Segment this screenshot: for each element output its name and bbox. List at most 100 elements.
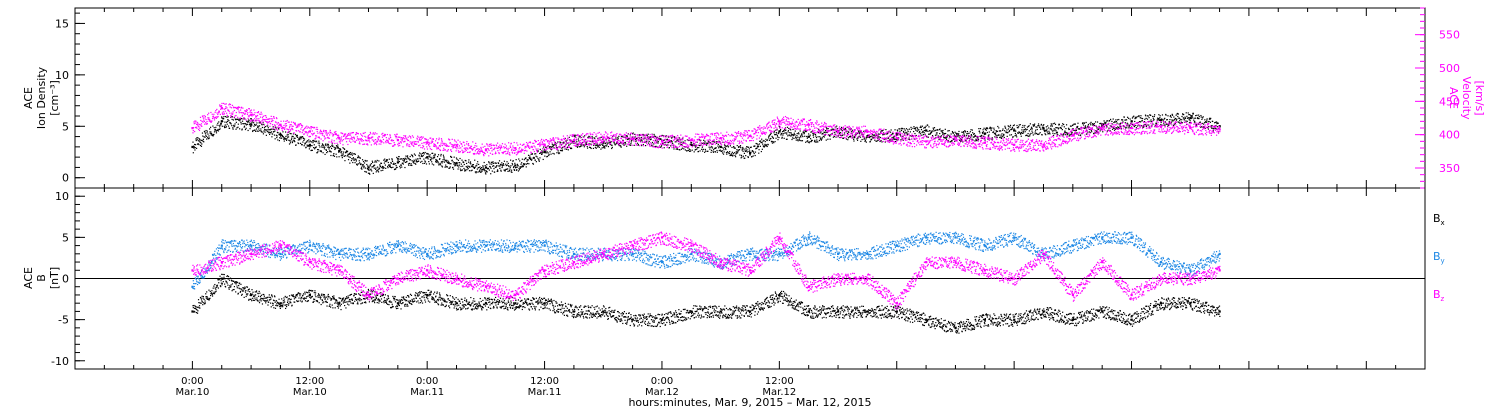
ion-density-series-sample — [1012, 124, 1015, 127]
velocity-series-sample — [457, 139, 459, 141]
ion-density-series-sample — [1163, 122, 1165, 124]
ion-density-series-sample — [1035, 126, 1037, 128]
velocity-series-sample — [630, 132, 632, 134]
ion-density-series-sample — [787, 131, 789, 133]
velocity-series-sample — [502, 152, 504, 155]
ion-density-series-sample — [812, 132, 814, 135]
velocity-series-sample — [435, 140, 437, 142]
ion-density-series-sample — [1212, 130, 1214, 132]
ion-density-series-sample — [435, 161, 438, 163]
ion-density-series-sample — [1119, 127, 1121, 129]
ion-density-series-sample — [300, 144, 303, 146]
ion-density-series-sample — [1038, 133, 1040, 135]
ion-density-series-sample — [918, 129, 920, 131]
ion-density-series-sample — [810, 131, 812, 133]
ion-density-series-sample — [630, 144, 632, 146]
ion-density-series-sample — [241, 120, 244, 122]
ion-density-series-sample — [337, 146, 339, 148]
velocity-series-sample — [589, 134, 592, 136]
velocity-series-sample — [576, 135, 578, 137]
ion-density-series-sample — [974, 135, 976, 137]
ion-density-series-sample — [333, 152, 335, 155]
ion-density-series-sample — [474, 171, 476, 173]
ion-density-series-sample — [678, 143, 680, 145]
ion-density-series-sample — [879, 136, 881, 139]
ion-density-series-sample — [1171, 119, 1173, 121]
velocity-series-sample — [205, 118, 207, 121]
velocity-series-sample — [294, 122, 296, 124]
ion-density-series-sample — [1094, 124, 1096, 127]
velocity-series-sample — [400, 141, 402, 143]
ion-density-series-sample — [292, 133, 295, 135]
ion-density-series-sample — [199, 144, 202, 147]
ion-density-series-sample — [390, 162, 392, 164]
velocity-series-sample — [619, 140, 621, 142]
ion-density-series-sample — [769, 138, 771, 140]
ion-density-series-sample — [580, 136, 582, 139]
ion-density-series-sample — [413, 159, 415, 161]
ion-density-series-sample — [863, 138, 865, 140]
ion-density-series-sample — [306, 141, 308, 143]
velocity-series-sample — [192, 129, 194, 132]
ion-density-series-sample — [614, 144, 616, 146]
ion-density-series-sample — [761, 148, 763, 150]
ion-density-series-sample — [1031, 128, 1033, 130]
top-right-y-tick-label: 350 — [1439, 162, 1460, 175]
velocity-series-sample — [288, 121, 290, 123]
ion-density-series-sample — [372, 172, 374, 175]
ion-density-series-sample — [330, 151, 332, 153]
velocity-series-sample — [432, 138, 434, 140]
ion-density-series-sample — [448, 161, 450, 163]
ion-density-series-sample — [866, 135, 868, 137]
ion-density-series-sample — [1134, 117, 1136, 120]
velocity-series-point — [484, 148, 488, 151]
ion-density-series-sample — [758, 152, 760, 154]
velocity-series-sample — [465, 147, 467, 149]
ion-density-series-sample — [1031, 130, 1033, 132]
velocity-series-sample — [535, 140, 537, 143]
ion-density-series-sample — [194, 147, 196, 149]
ion-density-series-sample — [739, 146, 741, 148]
velocity-series-sample — [453, 146, 455, 148]
velocity-series-sample — [653, 137, 656, 139]
ion-density-series-point — [367, 166, 370, 169]
ion-density-series-sample — [244, 118, 246, 120]
ion-density-series-sample — [782, 134, 784, 136]
ion-density-series-sample — [268, 131, 270, 133]
ion-density-series-sample — [397, 158, 400, 160]
ion-density-series-sample — [1004, 130, 1006, 132]
ion-density-series-sample — [550, 148, 552, 150]
ion-density-series-sample — [790, 133, 792, 135]
ion-density-series-sample — [888, 139, 891, 141]
ion-density-series-sample — [1099, 122, 1101, 125]
ion-density-series-sample — [907, 129, 909, 131]
ion-density-series-sample — [825, 127, 828, 129]
velocity-series-sample — [662, 144, 664, 146]
ion-density-series-sample — [492, 165, 494, 167]
velocity-series-sample — [389, 142, 391, 145]
ion-density-series-sample — [1065, 131, 1067, 133]
velocity-series-sample — [565, 147, 567, 149]
velocity-series-sample — [586, 143, 589, 145]
ion-density-series-sample — [376, 169, 378, 172]
ion-density-series-sample — [1023, 129, 1026, 131]
ion-density-series-sample — [1212, 127, 1214, 130]
ion-density-series-sample — [992, 131, 994, 134]
ion-density-series-sample — [985, 133, 987, 135]
ion-density-series-sample — [819, 138, 821, 140]
ion-density-series-sample — [258, 122, 260, 124]
velocity-series-sample — [674, 139, 676, 141]
ion-density-series-sample — [830, 129, 833, 131]
velocity-series-sample — [707, 141, 709, 143]
velocity-series-sample — [655, 142, 657, 145]
velocity-series-sample — [633, 140, 635, 142]
ion-density-series-sample — [780, 128, 782, 131]
velocity-series-sample — [566, 142, 568, 145]
ion-density-series-sample — [605, 145, 608, 147]
velocity-series-sample — [240, 111, 242, 114]
ion-density-series-sample — [741, 156, 743, 158]
ion-density-series-sample — [800, 134, 803, 136]
velocity-series-sample — [319, 133, 321, 135]
velocity-series-sample — [579, 141, 581, 144]
ion-density-series-sample — [525, 157, 527, 159]
